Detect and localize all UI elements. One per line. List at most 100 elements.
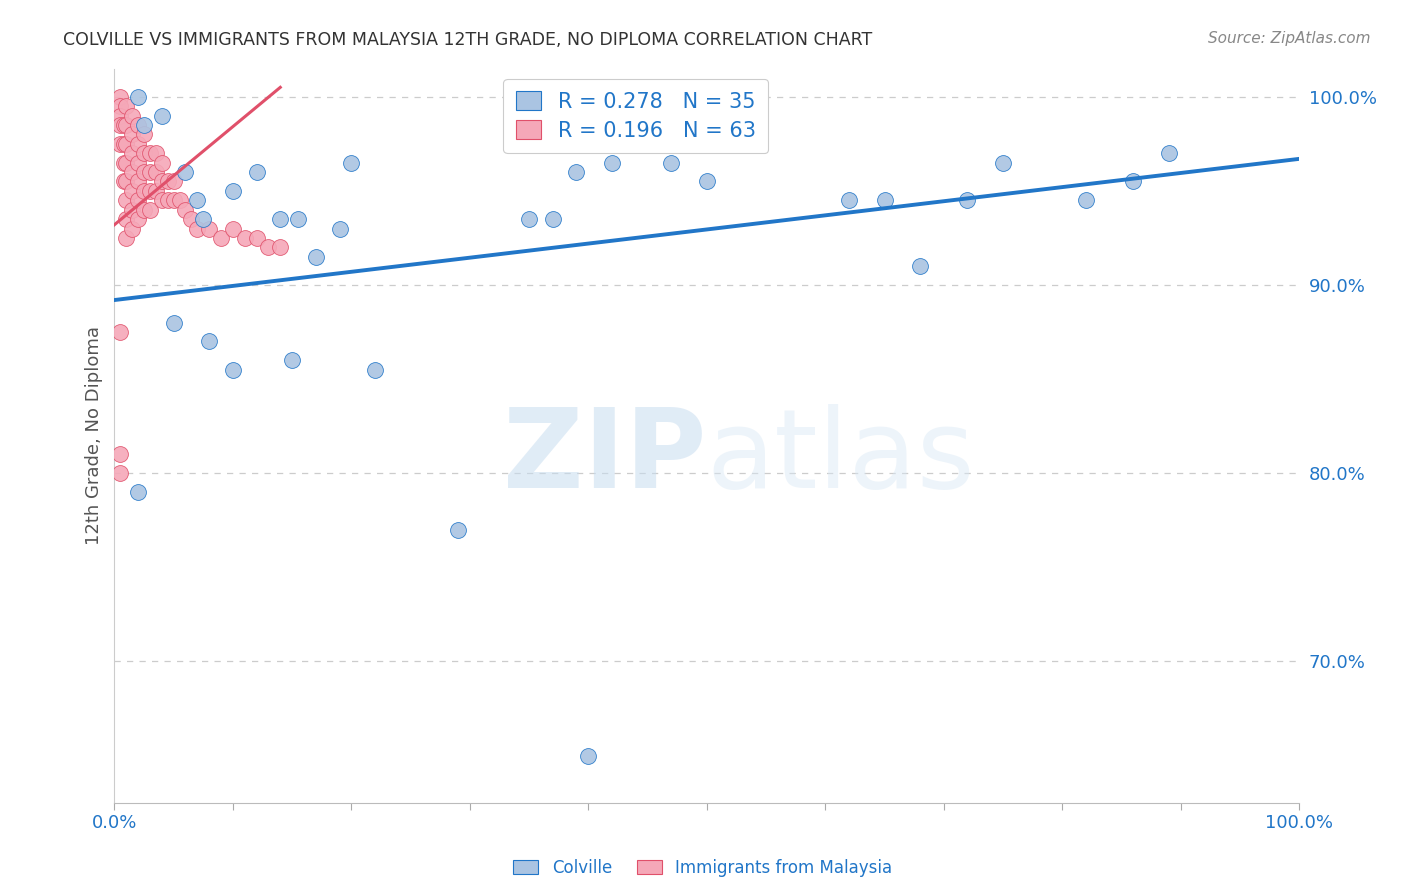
- Point: [565, 165, 588, 179]
- Point: [127, 89, 149, 103]
- Point: [115, 99, 138, 113]
- Point: [245, 231, 267, 245]
- Point: [139, 202, 162, 217]
- Point: [121, 184, 143, 198]
- Point: [186, 221, 208, 235]
- Point: [1074, 194, 1097, 208]
- Point: [115, 155, 138, 169]
- Point: [150, 109, 173, 123]
- Point: [112, 136, 135, 151]
- Point: [163, 194, 186, 208]
- Point: [150, 194, 173, 208]
- Point: [659, 155, 682, 169]
- Point: [541, 212, 564, 227]
- Point: [838, 194, 860, 208]
- Point: [115, 212, 138, 227]
- Point: [145, 146, 167, 161]
- Point: [340, 155, 363, 169]
- Point: [991, 155, 1014, 169]
- Point: [287, 212, 309, 227]
- Point: [132, 128, 155, 142]
- Point: [127, 155, 149, 169]
- Point: [127, 174, 149, 188]
- Point: [139, 165, 162, 179]
- Text: ZIP: ZIP: [503, 404, 707, 511]
- Point: [198, 334, 221, 349]
- Point: [956, 194, 979, 208]
- Point: [447, 523, 470, 537]
- Legend: R = 0.278   N = 35, R = 0.196   N = 63: R = 0.278 N = 35, R = 0.196 N = 63: [503, 78, 768, 153]
- Point: [132, 146, 155, 161]
- Point: [127, 212, 149, 227]
- Point: [127, 136, 149, 151]
- Point: [110, 89, 132, 103]
- Point: [908, 259, 931, 273]
- Point: [132, 202, 155, 217]
- Point: [193, 212, 215, 227]
- Text: Source: ZipAtlas.com: Source: ZipAtlas.com: [1208, 31, 1371, 46]
- Point: [269, 212, 291, 227]
- Point: [110, 325, 132, 339]
- Point: [150, 174, 173, 188]
- Point: [115, 231, 138, 245]
- Point: [281, 353, 304, 368]
- Point: [121, 109, 143, 123]
- Point: [112, 155, 135, 169]
- Point: [245, 165, 267, 179]
- Text: atlas: atlas: [707, 404, 976, 511]
- Point: [198, 221, 221, 235]
- Point: [328, 221, 350, 235]
- Point: [121, 128, 143, 142]
- Point: [233, 231, 256, 245]
- Y-axis label: 12th Grade, No Diploma: 12th Grade, No Diploma: [86, 326, 103, 545]
- Point: [112, 118, 135, 132]
- Point: [163, 316, 186, 330]
- Point: [139, 146, 162, 161]
- Point: [222, 362, 245, 376]
- Point: [169, 194, 191, 208]
- Point: [132, 118, 155, 132]
- Legend: Colville, Immigrants from Malaysia: Colville, Immigrants from Malaysia: [506, 853, 900, 884]
- Point: [600, 155, 623, 169]
- Point: [180, 212, 202, 227]
- Point: [110, 109, 132, 123]
- Point: [305, 250, 328, 264]
- Point: [115, 194, 138, 208]
- Point: [110, 447, 132, 461]
- Point: [139, 184, 162, 198]
- Point: [186, 194, 208, 208]
- Point: [174, 202, 197, 217]
- Point: [576, 748, 599, 763]
- Point: [696, 174, 718, 188]
- Point: [222, 184, 245, 198]
- Point: [115, 136, 138, 151]
- Point: [517, 212, 540, 227]
- Point: [121, 202, 143, 217]
- Point: [364, 362, 387, 376]
- Point: [257, 240, 280, 254]
- Point: [222, 221, 245, 235]
- Point: [145, 184, 167, 198]
- Point: [132, 165, 155, 179]
- Point: [163, 174, 186, 188]
- Point: [150, 155, 173, 169]
- Point: [121, 221, 143, 235]
- Point: [269, 240, 291, 254]
- Point: [110, 99, 132, 113]
- Point: [127, 194, 149, 208]
- Point: [115, 174, 138, 188]
- Point: [115, 118, 138, 132]
- Point: [174, 165, 197, 179]
- Point: [121, 165, 143, 179]
- Point: [145, 165, 167, 179]
- Point: [1157, 146, 1180, 161]
- Point: [112, 174, 135, 188]
- Point: [209, 231, 232, 245]
- Point: [127, 118, 149, 132]
- Point: [127, 485, 149, 500]
- Point: [132, 184, 155, 198]
- Point: [873, 194, 896, 208]
- Point: [156, 194, 179, 208]
- Point: [110, 118, 132, 132]
- Point: [1122, 174, 1144, 188]
